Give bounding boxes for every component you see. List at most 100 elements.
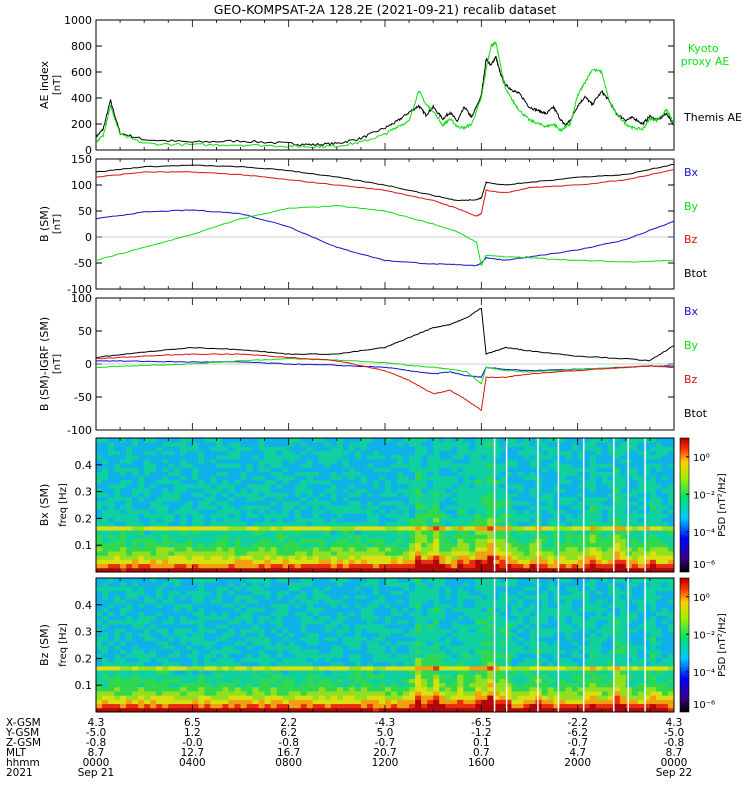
spectrogram-cell — [186, 492, 193, 498]
spectrogram-cell — [487, 467, 494, 472]
spectrogram-cell — [246, 678, 253, 684]
spectrogram-cell — [385, 628, 392, 633]
spectrogram-cell — [324, 438, 332, 443]
spectrogram-cell — [210, 703, 217, 709]
spectrogram-cell — [535, 500, 542, 506]
spectrogram-cell — [601, 567, 609, 573]
spectrogram-cell — [150, 555, 157, 560]
spectrogram-cell — [204, 492, 211, 498]
spectrogram-cell — [433, 691, 440, 696]
spectrogram-cell — [451, 551, 458, 556]
spectrogram-cell — [493, 513, 500, 518]
spectrogram-cell — [198, 707, 205, 713]
spectrogram-cell — [643, 446, 651, 451]
spectrogram-cell — [96, 594, 103, 600]
spectrogram-cell — [264, 492, 271, 498]
spectrogram-cell — [523, 479, 530, 485]
spectrogram-cell — [655, 454, 663, 460]
spectrogram-cell — [204, 450, 211, 456]
spectrogram-cell — [228, 534, 235, 539]
spectrogram-cell — [186, 674, 193, 679]
spectrogram-cell — [210, 611, 217, 617]
spectrogram-cell — [222, 559, 229, 565]
spectrogram-cell — [397, 450, 404, 456]
spectrogram-cell — [529, 471, 536, 477]
spectrogram-cell — [120, 707, 127, 713]
spectrogram-cell — [216, 665, 223, 671]
spectrogram-cell — [330, 454, 338, 460]
spectrogram-cell — [216, 657, 223, 663]
spectrogram-cell — [96, 438, 103, 443]
spectrogram-cell — [162, 619, 169, 625]
spectrogram-cell — [427, 555, 434, 560]
spectrogram-cell — [120, 479, 127, 485]
spectrogram-cell — [120, 559, 127, 565]
spectrogram-cell — [192, 628, 199, 633]
spectrogram-cell — [589, 525, 597, 531]
spectrogram-cell — [120, 555, 127, 560]
spectrogram-cell — [246, 563, 253, 569]
spectrogram-cell — [505, 509, 512, 514]
spectrogram-cell — [378, 686, 386, 692]
spectrogram-cell — [246, 611, 253, 617]
spectrogram-cell — [427, 479, 434, 485]
spectrogram-cell — [288, 500, 296, 506]
spectrogram-cell — [445, 517, 452, 523]
spectrogram-cell — [150, 686, 157, 692]
spectrogram-cell — [421, 615, 428, 621]
spectrogram-cell — [174, 513, 181, 518]
spectrogram-cell — [276, 542, 284, 548]
spectrogram-cell — [360, 607, 368, 612]
spectrogram-cell — [222, 695, 229, 700]
spectrogram-cell — [336, 496, 344, 502]
spectrogram-cell — [312, 546, 320, 552]
spectrogram-cell — [108, 513, 115, 518]
spectrogram-cell — [475, 496, 482, 502]
spectrogram-cell — [150, 442, 157, 447]
spectrogram-cell — [631, 475, 639, 481]
spectrogram-cell — [132, 471, 139, 477]
spectrogram-cell — [276, 438, 284, 443]
spectrogram-cell — [132, 640, 139, 646]
spectrogram-cell — [613, 446, 621, 451]
spectrogram-cell — [288, 649, 296, 654]
spectrogram-cell — [126, 578, 133, 583]
spectrogram-cell — [120, 442, 127, 447]
spectrogram-cell — [126, 471, 133, 477]
spectrogram-cell — [342, 678, 350, 684]
spectrogram-cell — [204, 699, 211, 705]
spectrogram-cell — [156, 530, 163, 535]
spectrogram-cell — [258, 446, 265, 451]
spectrogram-cell — [324, 546, 332, 552]
spectrogram-cell — [451, 563, 458, 569]
spectrogram-cell — [186, 653, 193, 658]
spectrogram-cell — [108, 691, 115, 696]
spectrogram-cell — [475, 475, 482, 481]
spectrogram-cell — [342, 559, 350, 565]
spectrogram-cell — [318, 653, 326, 658]
spectrogram-cell — [210, 517, 217, 523]
spectrogram-cell — [360, 471, 368, 477]
spectrogram-cell — [631, 559, 639, 565]
spectrogram-cell — [523, 521, 530, 527]
spectrogram-cell — [631, 509, 639, 514]
spectrogram-cell — [240, 475, 247, 481]
spectrogram-cell — [270, 645, 278, 650]
spectrogram-cell — [427, 582, 434, 587]
spectrogram-cell — [264, 546, 271, 552]
spectrogram-cell — [499, 563, 506, 569]
spectrogram-cell — [126, 586, 133, 591]
spectrogram-cell — [306, 594, 314, 600]
spectrogram-cell — [403, 517, 410, 523]
spectrogram-cell — [655, 458, 663, 464]
spectrogram-cell — [240, 471, 247, 477]
spectrogram-cell — [354, 624, 362, 629]
spectrogram-cell — [475, 521, 482, 527]
spectrogram-cell — [559, 479, 567, 485]
spectrogram-cell — [625, 471, 633, 477]
spectrogram-cell — [114, 488, 121, 493]
spectrogram-cell — [174, 582, 181, 587]
spectrogram-cell — [571, 458, 579, 464]
spectrogram-cell — [294, 695, 302, 700]
spectrogram-cell — [222, 500, 229, 506]
